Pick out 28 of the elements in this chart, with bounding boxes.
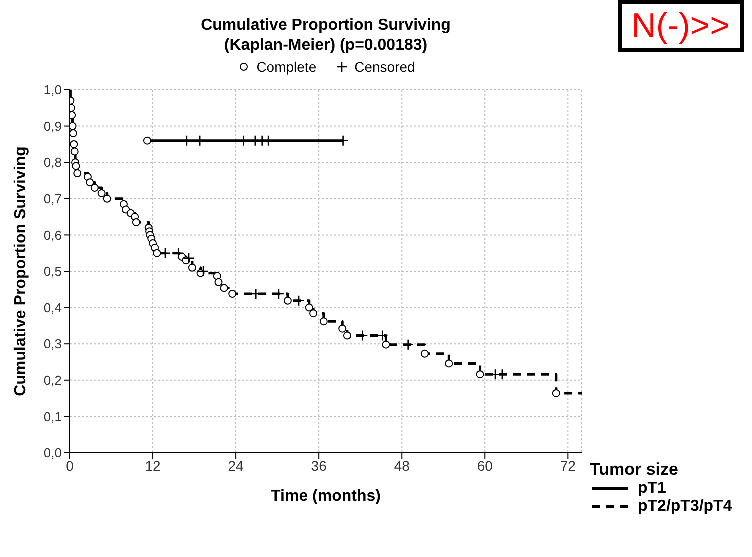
y-tick-label: 0,0 [44, 446, 62, 461]
x-tick-label: 72 [560, 458, 576, 474]
x-tick-label: 60 [477, 458, 494, 474]
legend-label: pT1 [638, 480, 666, 498]
y-tick-label: 0,1 [44, 409, 62, 424]
x-tick-label: 36 [311, 458, 328, 474]
legend-label: pT2/pT3/pT4 [638, 498, 732, 516]
x-tick-label: 0 [66, 458, 74, 474]
text: N(-)>> [618, 0, 744, 52]
y-tick-label: 0,9 [44, 118, 62, 134]
y-tick-label: 0,7 [44, 192, 62, 207]
y-axis-title: Cumulative Proportion Surviving [12, 146, 30, 396]
y-tick-label: 0,3 [44, 336, 62, 352]
x-axis-title: Time (months) [271, 488, 381, 505]
y-tick-label: 1,0 [44, 82, 62, 98]
x-tick-label: 24 [228, 458, 244, 474]
y-tick-label: 0,2 [44, 373, 62, 388]
y-tick-label: 0,5 [44, 264, 62, 280]
y-tick-label: 0,8 [44, 155, 62, 170]
chart-title: Cumulative Proportion Surviving [200, 16, 452, 36]
x-tick-label: 12 [145, 458, 162, 474]
x-tick-label: 48 [394, 458, 410, 474]
legend-label: Censored [354, 59, 416, 75]
legend-label: Complete [256, 59, 317, 75]
y-tick-label: 0,6 [44, 228, 62, 243]
y-tick-label: 0,4 [44, 300, 62, 316]
chart-subtitle: (Kaplan-Meier) (p=0.00183) [223, 36, 429, 56]
legend-title: Tumor size [590, 460, 680, 480]
